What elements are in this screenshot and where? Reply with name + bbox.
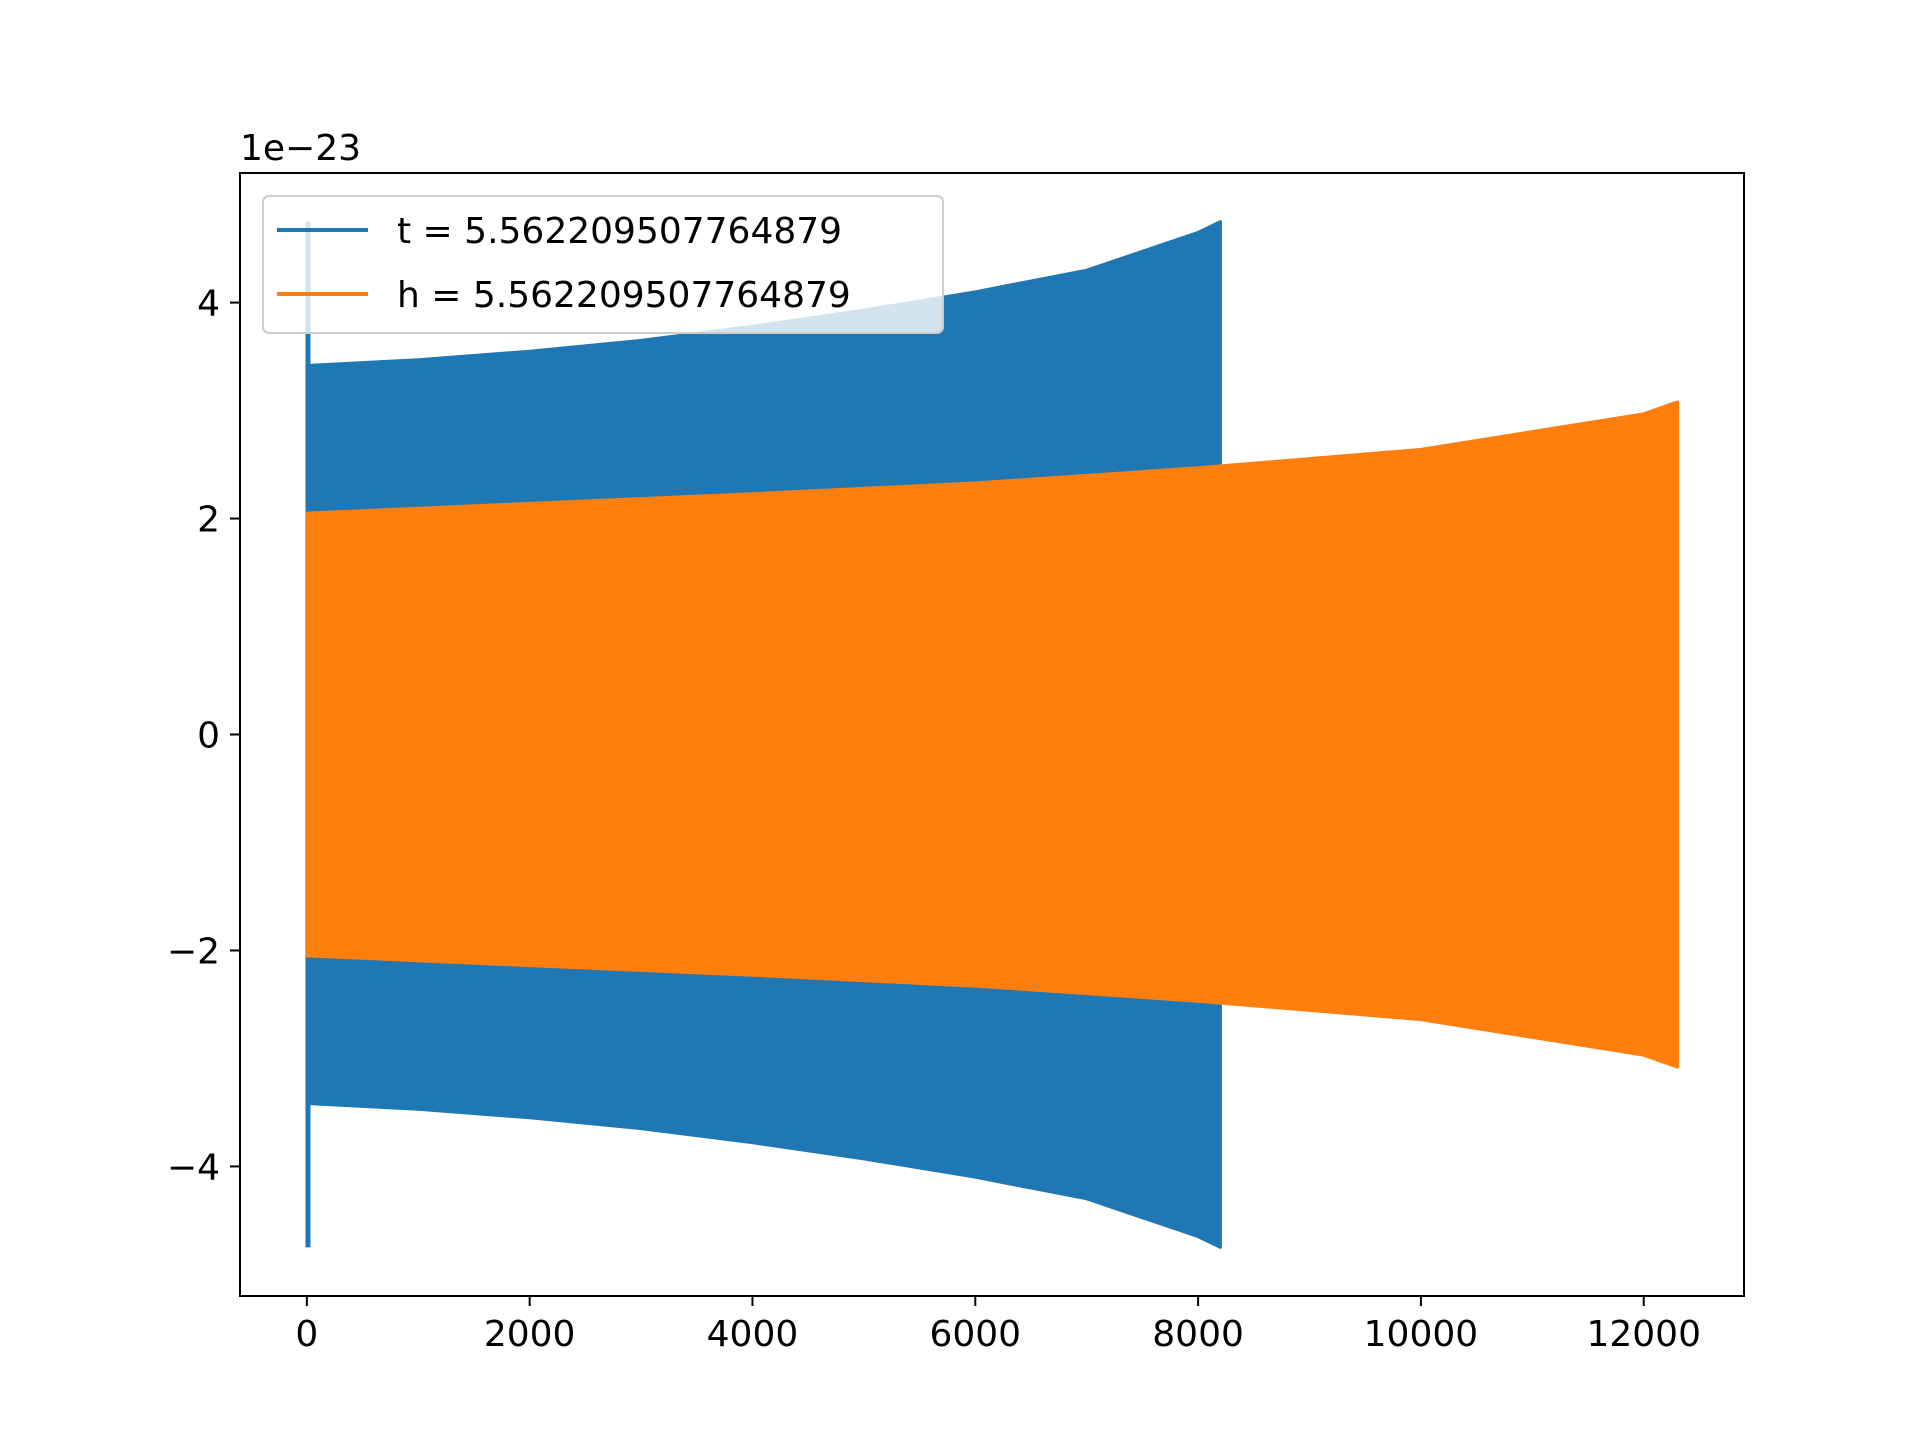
series-h	[305, 400, 1680, 1069]
y-offset-label: 1e−23	[240, 128, 361, 169]
x-tick-label: 0	[295, 1314, 318, 1355]
legend: t = 5.562209507764879 h = 5.562209507764…	[262, 195, 944, 334]
series-band-h	[305, 400, 1679, 1069]
x-tick-label: 12000	[1586, 1314, 1701, 1355]
y-axis: −4 −2 0 2 4	[167, 284, 240, 1188]
y-tick-label: −2	[167, 931, 220, 972]
y-tick-label: 0	[197, 716, 220, 757]
legend-frame	[262, 195, 944, 334]
x-tick-label: 4000	[707, 1314, 799, 1355]
legend-label-h: h = 5.562209507764879	[397, 275, 851, 316]
x-tick-label: 10000	[1364, 1314, 1479, 1355]
x-tick-label: 8000	[1152, 1314, 1244, 1355]
y-tick-label: 4	[197, 284, 220, 325]
y-tick-label: 2	[197, 500, 220, 541]
series-layer	[305, 220, 1680, 1249]
y-tick-label: −4	[167, 1147, 220, 1188]
x-tick-label: 6000	[929, 1314, 1021, 1355]
legend-label-t: t = 5.562209507764879	[397, 211, 842, 252]
x-tick-label: 2000	[484, 1314, 576, 1355]
x-axis: 0 2000 4000 6000 8000 10000 12000	[295, 1296, 1701, 1355]
